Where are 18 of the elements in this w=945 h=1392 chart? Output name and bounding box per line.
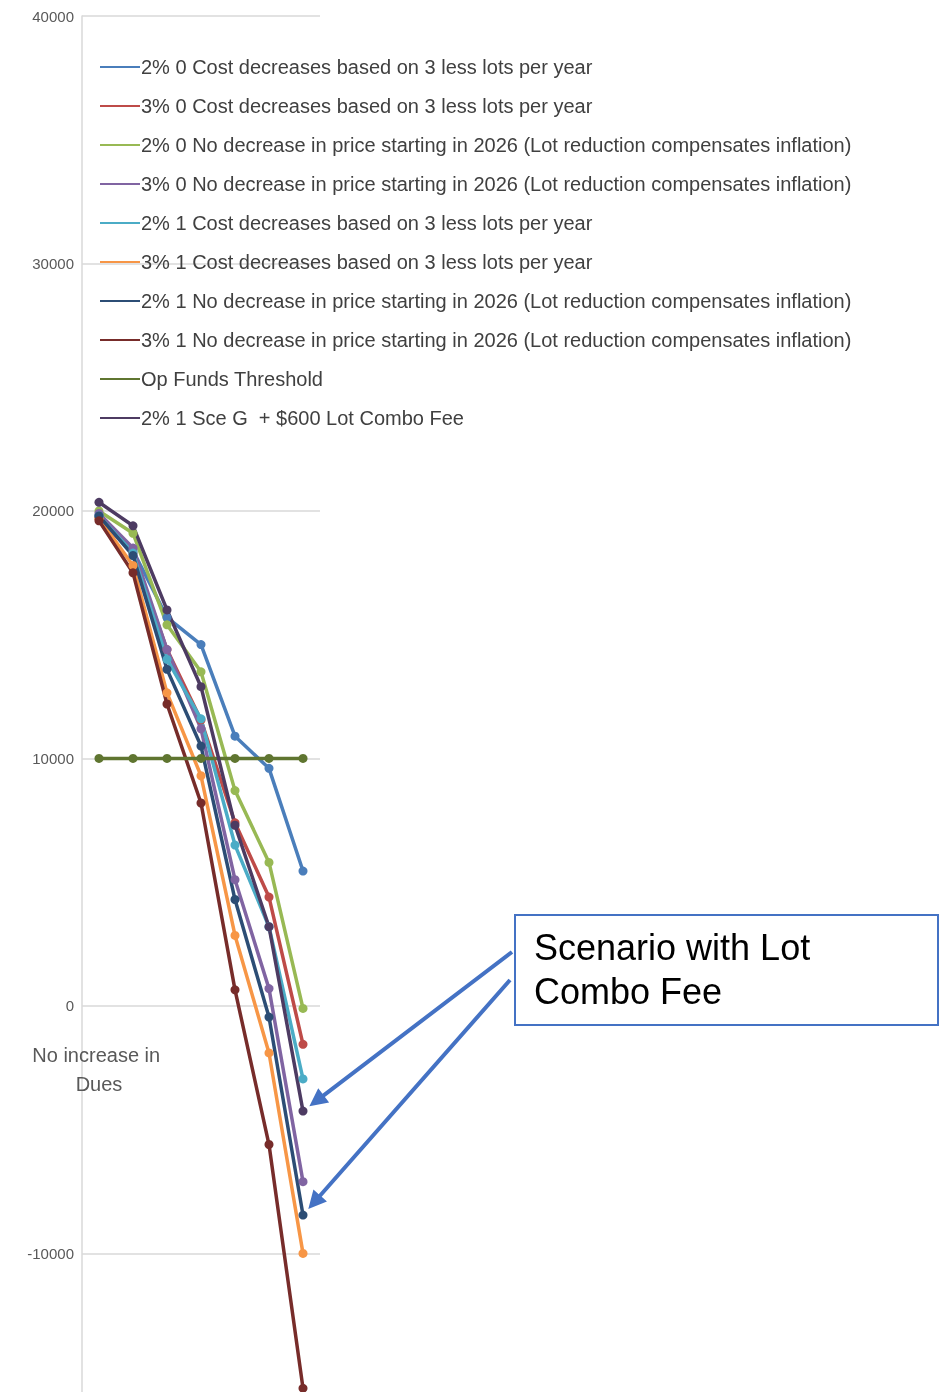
legend-label: 2% 1 Cost decreases based on 3 less lots per year — [141, 212, 593, 234]
y-tick-label: -10000 — [27, 1244, 74, 1262]
legend-label: 2% 0 Cost decreases based on 3 less lots per year — [141, 56, 593, 78]
y-tick-label: 20000 — [32, 502, 74, 520]
y-tick-label: 40000 — [32, 7, 74, 25]
y-tick-label: 10000 — [32, 749, 74, 767]
legend-label: 2% 1 No decrease in price starting in 2026 (Lot reduction compensates inflation) — [141, 290, 852, 312]
y-tick-label: 0 — [65, 997, 74, 1015]
legend-label: 3% 0 Cost decreases based on 3 less lots per year — [141, 95, 593, 117]
legend-label: 3% 1 No decrease in price starting in 2026 (Lot reduction compensates inflation) — [141, 329, 852, 351]
legend-label: 2% 1 Sce G + $600 Lot Combo Fee — [141, 407, 464, 429]
legend-label: Op Funds Threshold — [141, 368, 323, 390]
text: Scenario with Lot Combo Fee — [514, 914, 939, 1026]
legend-label: 3% 0 No decrease in price starting in 2026 (Lot reduction compensates inflation) — [141, 173, 852, 195]
x-tick-label: No increase in Dues — [32, 1043, 166, 1095]
legend-label: 2% 0 No decrease in price starting in 2026 (Lot reduction compensates inflation) — [141, 134, 852, 156]
y-tick-label: 30000 — [32, 254, 74, 272]
legend-label: 3% 1 Cost decreases based on 3 less lots per year — [141, 251, 593, 273]
